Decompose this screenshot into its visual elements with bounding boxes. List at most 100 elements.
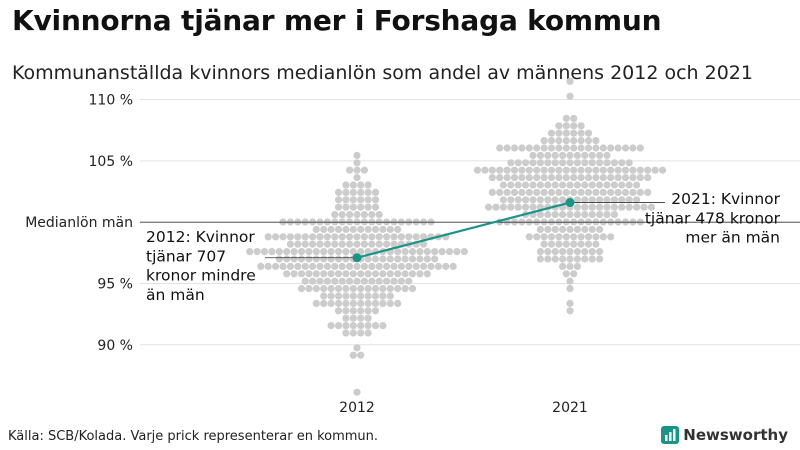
data-point — [397, 262, 405, 270]
data-point — [529, 196, 537, 204]
data-point — [405, 262, 413, 270]
data-point — [394, 270, 402, 278]
data-point — [562, 166, 570, 174]
data-point — [499, 181, 507, 189]
data-point — [342, 314, 350, 322]
data-point — [566, 225, 574, 233]
data-point — [353, 211, 361, 219]
data-point — [349, 329, 357, 337]
data-point — [573, 203, 582, 211]
data-point — [438, 248, 446, 256]
data-point — [334, 203, 343, 211]
data-point — [559, 151, 567, 159]
annotation-line: 2021: Kvinnor — [671, 190, 780, 208]
data-point — [375, 211, 383, 219]
data-point — [364, 203, 372, 211]
data-point — [610, 196, 619, 204]
data-point — [566, 77, 574, 85]
data-point — [320, 292, 328, 300]
data-point — [386, 299, 394, 307]
data-point — [596, 196, 604, 204]
data-point — [364, 292, 372, 300]
data-point — [364, 225, 372, 233]
data-point — [481, 166, 489, 174]
data-point — [596, 159, 604, 167]
data-point — [371, 188, 380, 196]
data-point — [584, 174, 593, 182]
data-point — [584, 137, 593, 145]
data-point — [364, 196, 372, 204]
data-point — [588, 159, 596, 167]
data-point — [514, 196, 522, 204]
data-point — [353, 262, 361, 270]
data-point — [596, 211, 604, 219]
y-tick-label: 90 % — [97, 338, 133, 354]
data-point — [529, 151, 537, 159]
data-point — [342, 292, 350, 300]
highlight-point-2012 — [352, 253, 362, 263]
data-point — [327, 322, 335, 330]
data-point — [544, 211, 552, 219]
data-point — [323, 262, 331, 270]
data-point — [510, 166, 519, 174]
data-point — [383, 233, 391, 241]
brand-logo[interactable]: Newsworthy — [661, 426, 788, 444]
data-point — [408, 270, 417, 278]
data-point — [614, 188, 622, 196]
data-point — [294, 233, 302, 241]
data-point — [331, 233, 339, 241]
data-point — [305, 248, 313, 256]
data-point — [334, 255, 343, 263]
data-point — [316, 233, 324, 241]
data-point — [566, 248, 574, 256]
data-point — [525, 233, 533, 241]
data-point — [390, 277, 398, 285]
data-point — [423, 248, 431, 256]
data-point — [357, 314, 365, 322]
data-point — [301, 240, 309, 248]
data-point — [510, 188, 519, 196]
data-point — [334, 188, 343, 196]
data-point — [518, 188, 526, 196]
data-point — [275, 248, 283, 256]
data-point — [379, 292, 387, 300]
data-point — [566, 159, 574, 167]
data-point — [320, 255, 328, 263]
data-point — [614, 144, 622, 152]
data-point — [408, 248, 417, 256]
data-point — [364, 181, 372, 189]
data-point — [577, 174, 585, 182]
data-point — [346, 233, 354, 241]
data-point — [342, 225, 350, 233]
data-point — [357, 225, 365, 233]
data-point — [566, 211, 574, 219]
data-point — [496, 188, 504, 196]
brand-name: Newsworthy — [683, 426, 788, 444]
data-point — [320, 225, 328, 233]
data-point — [368, 233, 376, 241]
highlight-layer — [265, 198, 665, 263]
data-point — [533, 233, 541, 241]
data-point — [559, 225, 567, 233]
data-point — [573, 211, 582, 219]
data-point — [592, 174, 600, 182]
data-point — [488, 174, 496, 182]
data-point — [283, 270, 291, 278]
data-point — [264, 233, 272, 241]
data-point — [555, 129, 563, 137]
data-point — [279, 233, 287, 241]
data-point — [536, 159, 545, 167]
data-point — [342, 329, 350, 337]
data-point — [338, 277, 346, 285]
data-point — [577, 144, 585, 152]
data-point — [547, 188, 556, 196]
data-point — [555, 144, 563, 152]
data-point — [338, 211, 346, 219]
data-point — [610, 211, 619, 219]
data-point — [618, 203, 626, 211]
data-point — [610, 203, 619, 211]
data-point — [357, 188, 365, 196]
data-point — [562, 129, 570, 137]
data-point — [599, 166, 607, 174]
data-point — [507, 196, 515, 204]
